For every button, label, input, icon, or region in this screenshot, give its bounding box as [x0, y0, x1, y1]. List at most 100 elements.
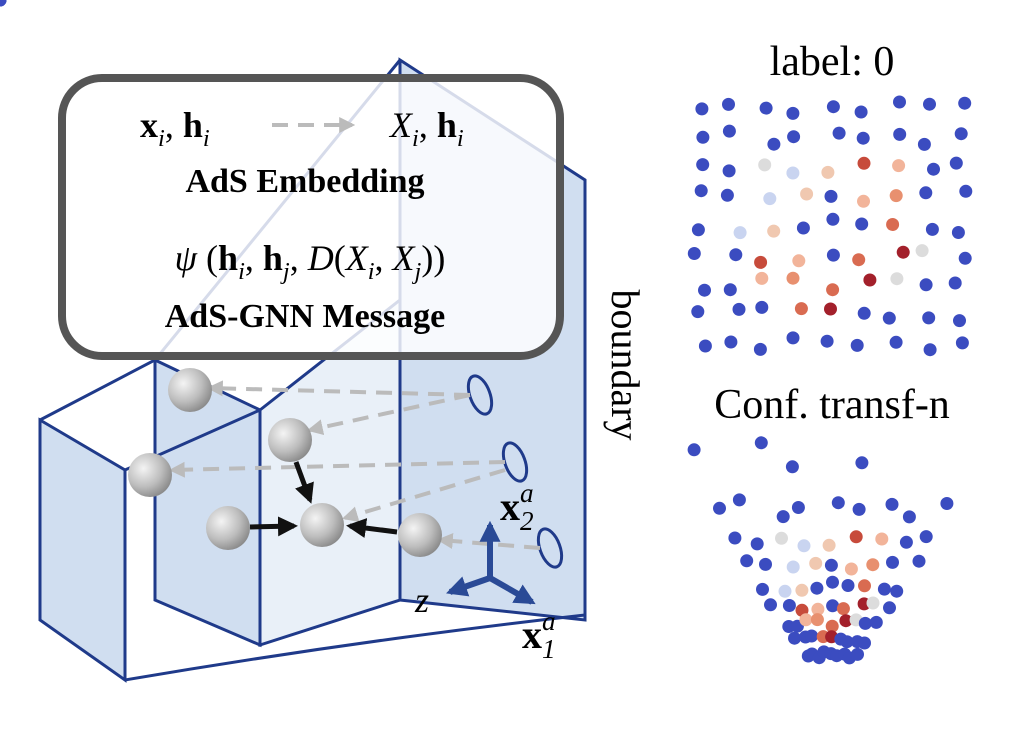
dot: [889, 335, 903, 349]
projection: [341, 468, 506, 522]
dot: [810, 581, 824, 595]
dot: [763, 192, 777, 206]
dot: [767, 224, 781, 238]
node: [206, 506, 250, 550]
dot: [892, 159, 906, 173]
dot: [885, 497, 899, 511]
dot: [851, 647, 864, 661]
math-part: h: [263, 238, 283, 278]
panel-title: label: 0: [770, 39, 895, 85]
dot: [886, 555, 899, 569]
dot: [695, 102, 709, 116]
dot: [800, 187, 814, 201]
math-part: D: [307, 238, 334, 278]
scatter-dots: [0, 0, 973, 665]
dot: [948, 276, 962, 290]
dot: [797, 539, 811, 553]
projection: [206, 380, 471, 397]
dot: [792, 254, 806, 268]
dot: [753, 342, 767, 356]
projection: [306, 393, 471, 436]
dot: [875, 532, 889, 546]
messages: [249, 461, 398, 538]
dot: [776, 510, 790, 524]
dot: [799, 613, 813, 627]
subscript: i: [238, 258, 245, 285]
dot: [759, 101, 773, 115]
dot: [923, 97, 936, 111]
dot: [832, 126, 846, 140]
dot: [826, 212, 840, 226]
dot: [836, 602, 850, 616]
dot: [922, 311, 936, 325]
subscript: i: [457, 125, 464, 152]
dot: [953, 314, 966, 328]
dot: [786, 166, 800, 180]
dot: [958, 251, 972, 265]
dot: [754, 255, 768, 269]
dot: [882, 311, 896, 325]
message-arrow: [293, 461, 314, 504]
projection: [436, 533, 541, 550]
dot: [796, 221, 810, 235]
dot: [869, 615, 883, 629]
message-arrow: [249, 516, 298, 537]
dot: [877, 582, 891, 596]
node: [398, 513, 442, 557]
dot: [899, 535, 913, 549]
dot: [893, 95, 906, 109]
dot: [805, 629, 819, 643]
dot: [754, 436, 768, 450]
math-part: ,: [165, 105, 183, 145]
dot: [696, 130, 710, 144]
dot: [786, 106, 800, 120]
math-part: h: [183, 105, 203, 145]
ellipse: [536, 527, 564, 569]
math-part: X: [388, 105, 414, 145]
dot: [951, 226, 965, 239]
math-part: x: [140, 105, 158, 145]
dot: [889, 189, 903, 203]
dot: [821, 165, 835, 179]
dot: [866, 558, 880, 572]
ellipse: [501, 441, 529, 483]
dot: [863, 273, 877, 287]
math-part: (: [334, 238, 346, 278]
dot: [896, 245, 910, 259]
math: x2a​: [500, 478, 534, 536]
subscript: i: [368, 258, 375, 285]
subscript: 2: [520, 506, 534, 536]
dot: [890, 272, 904, 286]
axis-arrow: [488, 575, 536, 605]
dot: [857, 156, 871, 170]
dot: [856, 131, 870, 145]
panel-title: Conf. transf-n: [714, 382, 950, 428]
dot: [917, 137, 931, 151]
dot: [858, 636, 871, 650]
dot: [858, 579, 871, 593]
dot: [791, 501, 805, 514]
dot: [759, 557, 772, 571]
dot: [729, 248, 743, 262]
dot: [841, 579, 855, 592]
math: xi​, hi​: [140, 105, 210, 152]
dot: [733, 226, 747, 240]
dot: [810, 613, 824, 627]
node: [168, 368, 212, 412]
math: x1a​: [522, 606, 556, 664]
dot: [694, 184, 708, 198]
math-part: ψ: [175, 238, 198, 278]
axes-icon: [446, 520, 536, 605]
dot: [844, 562, 858, 576]
panel: [38, 417, 127, 683]
subscript: j: [412, 258, 422, 285]
dot: [750, 537, 764, 551]
dot: [786, 560, 800, 574]
dot: [839, 614, 853, 628]
dot: [893, 127, 907, 141]
subscript: 1: [542, 634, 556, 664]
dot: [840, 635, 854, 649]
dot: [919, 530, 933, 544]
dot: [722, 164, 736, 178]
